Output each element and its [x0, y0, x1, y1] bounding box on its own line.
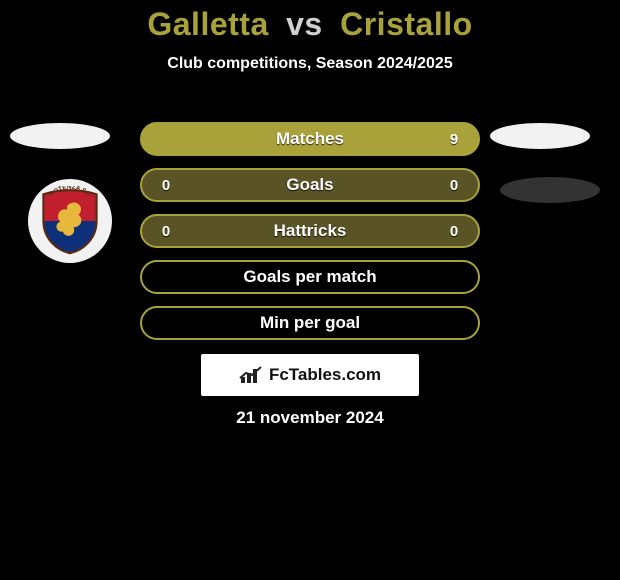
stat-left-value: 0: [156, 223, 176, 240]
subtitle: Club competitions, Season 2024/2025: [0, 55, 620, 73]
stat-left-value: 0: [156, 177, 176, 194]
date-text: 21 november 2024: [0, 408, 620, 428]
stat-label: Goals: [176, 175, 444, 195]
stat-row-matches: Matches9: [140, 122, 480, 156]
team-crest: POTENZA SC: [28, 179, 112, 263]
stat-row-hattricks: 0Hattricks0: [140, 214, 480, 248]
stat-right-value: 9: [444, 131, 464, 148]
stat-row-goals: 0Goals0: [140, 168, 480, 202]
stat-label: Min per goal: [176, 313, 444, 333]
barchart-icon: [239, 365, 263, 385]
title-player1: Galletta: [147, 6, 268, 42]
stat-row-min-per-goal: Min per goal: [140, 306, 480, 340]
title-player2: Cristallo: [340, 6, 473, 42]
brand-text: FcTables.com: [269, 365, 381, 385]
stat-rows: Matches90Goals00Hattricks0Goals per matc…: [140, 122, 480, 352]
stat-right-value: 0: [444, 223, 464, 240]
stat-right-value: 0: [444, 177, 464, 194]
infographic-root: Galletta vs Cristallo Club competitions,…: [0, 0, 620, 580]
right-ellipse-1: [490, 123, 590, 149]
right-ellipse-2: [500, 177, 600, 203]
stat-label: Goals per match: [176, 267, 444, 287]
stat-label: Hattricks: [176, 221, 444, 241]
stat-label: Matches: [176, 129, 444, 149]
crest-svg: POTENZA SC: [35, 186, 105, 256]
stat-row-goals-per-match: Goals per match: [140, 260, 480, 294]
left-ellipse-1: [10, 123, 110, 149]
title-vs: vs: [286, 6, 323, 42]
page-title: Galletta vs Cristallo: [0, 0, 620, 43]
brand-box[interactable]: FcTables.com: [201, 354, 419, 396]
